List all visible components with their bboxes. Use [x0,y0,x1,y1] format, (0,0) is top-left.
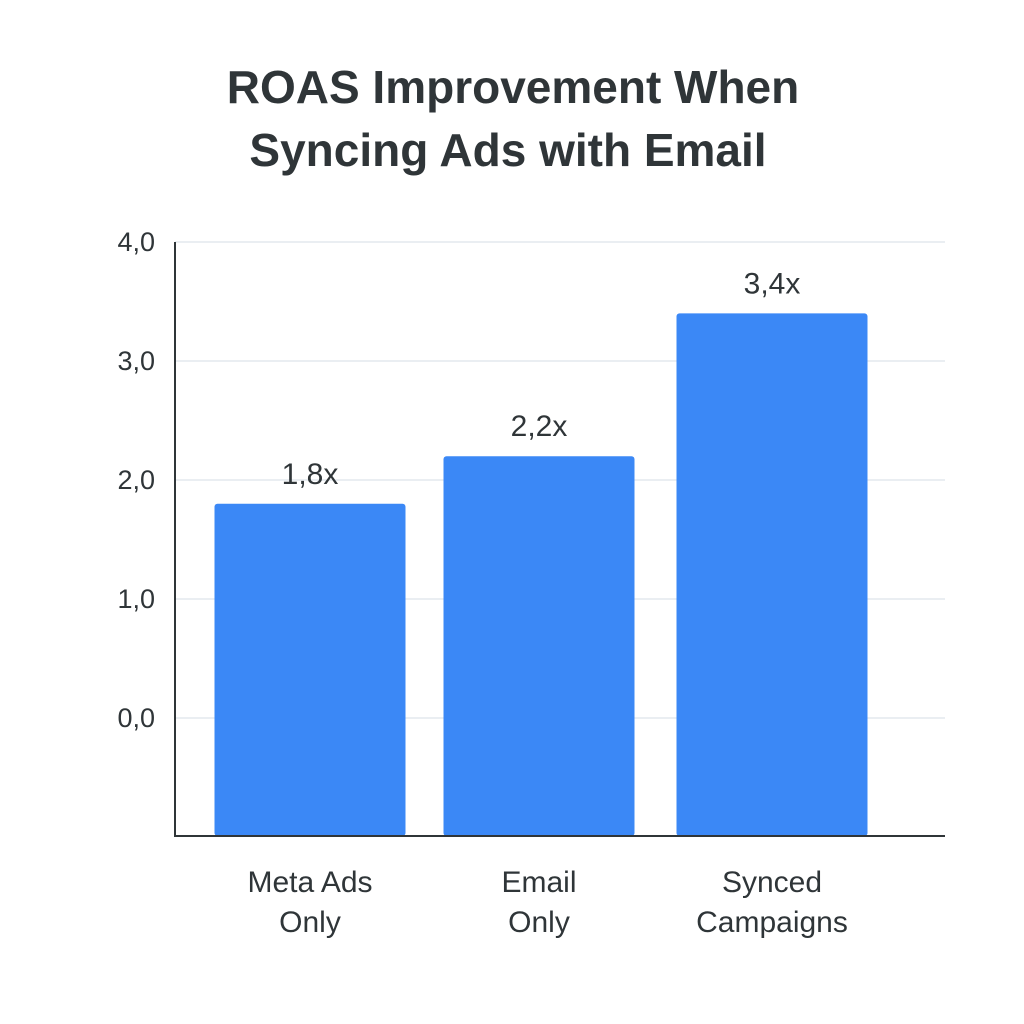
data-labels: 1,8x 2,2x 3,4x [282,267,801,490]
y-tick-label: 3,0 [117,346,155,376]
y-tick-label: 1,0 [117,584,155,614]
x-category-label: Only [279,906,341,939]
y-axis-ticks: 0,0 1,0 2,0 3,0 4,0 [117,227,155,733]
data-label: 2,2x [511,410,568,443]
bar [443,456,635,836]
data-label: 1,8x [282,458,339,491]
x-category-label: Email [501,866,576,899]
x-category-label: Synced [722,866,822,899]
y-tick-label: 4,0 [117,227,155,257]
x-category-label: Only [508,906,570,939]
chart-title-line-2: Syncing Ads with Email [249,124,766,176]
x-category-label: Meta Ads [247,866,372,899]
y-tick-label: 2,0 [117,465,155,495]
chart-title-line-1: ROAS Improvement When [227,61,800,113]
bar [676,313,868,836]
data-label: 3,4x [744,267,801,300]
y-tick-label: 0,0 [117,703,155,733]
bar [214,503,406,836]
x-category-label: Campaigns [696,906,848,939]
x-axis-categories: Meta Ads Only Email Only Synced Campaigns [247,866,847,939]
bars [214,313,868,836]
